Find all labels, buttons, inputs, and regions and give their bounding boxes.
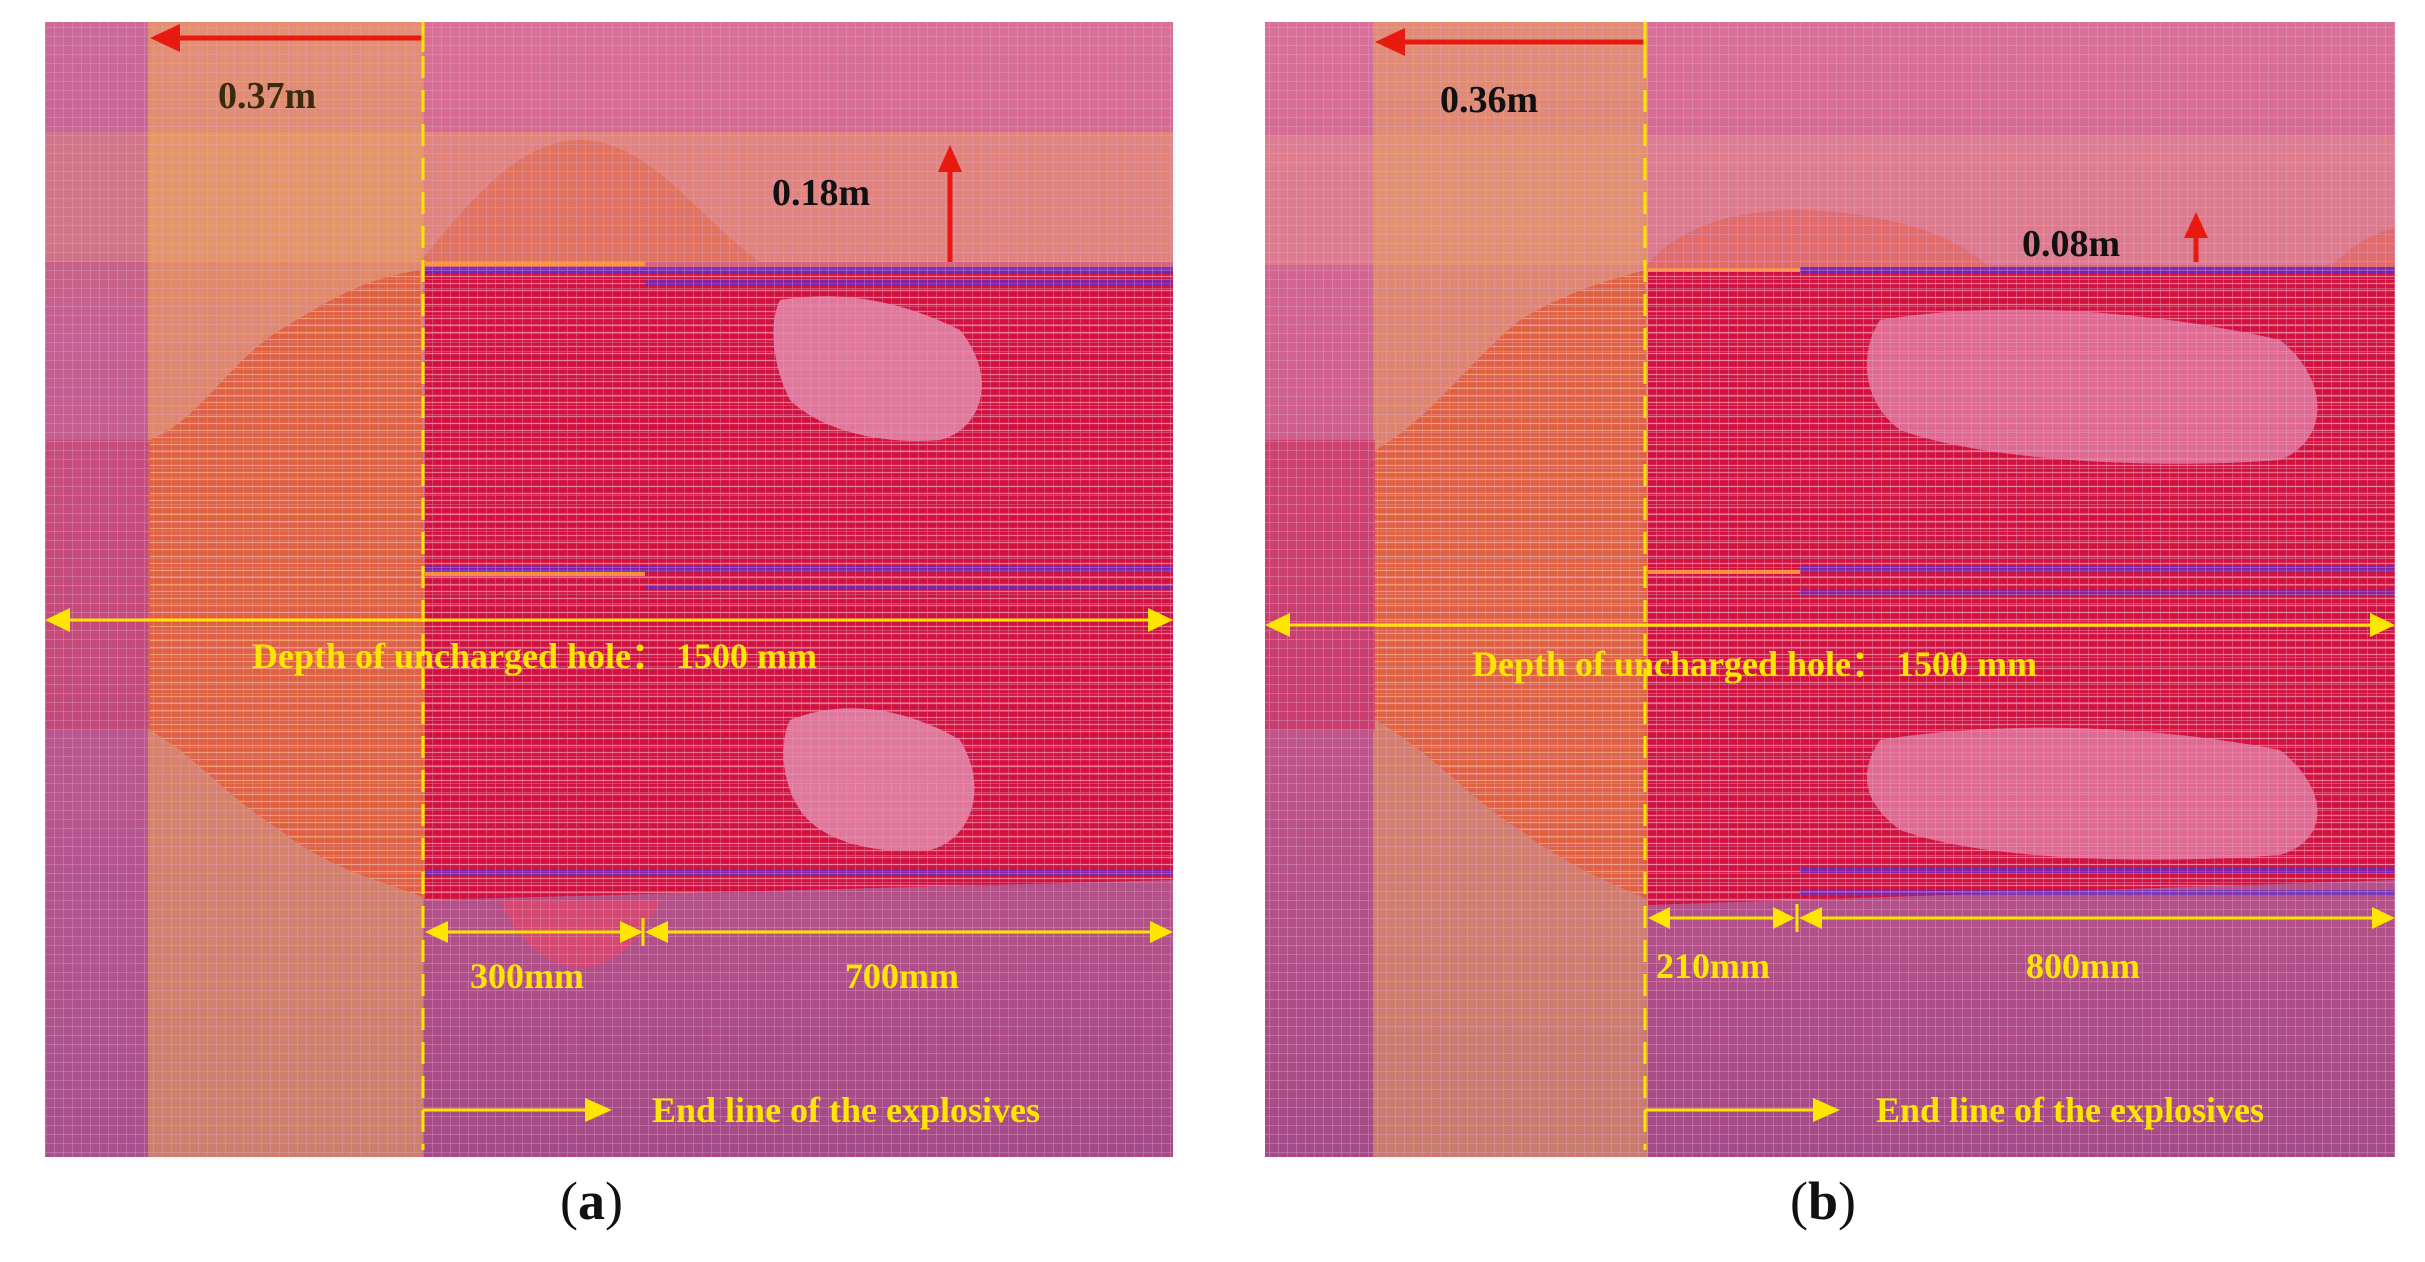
caption-b: (b) — [1790, 1171, 1857, 1231]
segment-1-label-b: 210mm — [1656, 946, 1770, 986]
displacement-label-b: 0.36m — [1440, 79, 1538, 121]
uplift-label-b: 0.08m — [2022, 223, 2120, 265]
uplift-label-a: 0.18m — [772, 172, 870, 214]
segment-1-label-a: 300mm — [470, 956, 584, 996]
end-line-label-b: End line of the explosives — [1876, 1090, 2264, 1130]
depth-label-b: Depth of uncharged hole： 1500 mm — [1472, 644, 2037, 684]
depth-label-a: Depth of uncharged hole： 1500 mm — [252, 636, 817, 676]
caption-a: (a) — [560, 1171, 623, 1231]
end-line-label-a: End line of the explosives — [652, 1090, 1040, 1130]
segment-2-label-b: 800mm — [2026, 946, 2140, 986]
segment-2-label-a: 700mm — [845, 956, 959, 996]
displacement-label-a: 0.37m — [218, 75, 316, 117]
